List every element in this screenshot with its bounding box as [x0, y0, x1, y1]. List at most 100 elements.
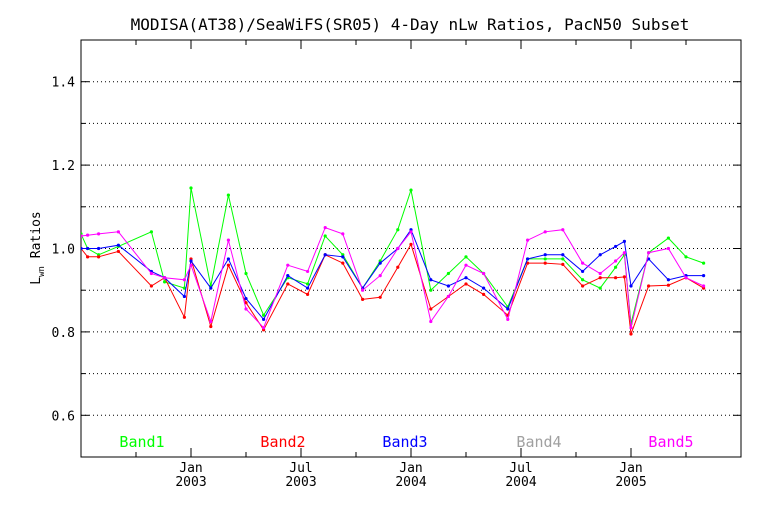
- legend-entry-band2: Band2: [260, 433, 305, 451]
- data-point-band5: [598, 271, 602, 276]
- data-point-band3: [86, 246, 90, 251]
- data-point-band2: [598, 276, 602, 280]
- series-band3: [81, 228, 706, 321]
- data-point-band1: [226, 193, 230, 197]
- data-point-band5: [429, 319, 433, 324]
- data-point-band5: [684, 276, 688, 280]
- data-point-band3: [226, 257, 230, 261]
- data-point-band3: [323, 253, 327, 257]
- data-point-band2: [396, 265, 400, 269]
- data-point-band3: [482, 286, 486, 290]
- data-point-band3: [429, 278, 433, 282]
- data-point-band5: [81, 234, 83, 238]
- data-point-band5: [482, 271, 486, 276]
- data-point-band3: [666, 278, 671, 282]
- x-tick-month-label: Jul: [509, 461, 532, 476]
- data-point-band2: [647, 284, 651, 288]
- data-point-band3: [306, 286, 310, 290]
- y-axis-label: Lwn Ratios: [29, 211, 47, 284]
- data-point-band1: [446, 271, 450, 276]
- data-point-band5: [149, 271, 153, 276]
- x-tick-month-label: Jan: [399, 461, 422, 476]
- data-point-band3: [598, 253, 602, 257]
- data-point-band5: [189, 263, 193, 267]
- data-point-band5: [323, 226, 327, 230]
- data-point-band1: [614, 265, 618, 269]
- plot-frame: [80, 39, 742, 458]
- data-point-band2: [378, 295, 382, 299]
- data-point-band2: [361, 297, 365, 301]
- data-point-band2: [226, 263, 230, 267]
- data-point-band5: [647, 251, 651, 255]
- data-point-band3: [506, 307, 510, 311]
- data-point-band5: [464, 263, 468, 267]
- data-point-band2: [149, 284, 153, 288]
- series-lines: [81, 186, 706, 336]
- data-point-band3: [286, 274, 290, 278]
- data-point-band5: [629, 326, 633, 330]
- data-point-band5: [116, 230, 120, 234]
- data-point-band2: [86, 255, 90, 259]
- data-point-band2: [614, 276, 618, 280]
- legend-entry-band5: Band5: [648, 433, 693, 451]
- data-point-band5: [341, 232, 345, 236]
- data-point-band3: [543, 253, 547, 257]
- data-point-band3: [81, 246, 83, 251]
- data-point-band3: [702, 274, 706, 278]
- data-point-band1: [666, 236, 671, 240]
- data-point-band3: [341, 255, 345, 259]
- chart-title: MODISA(AT38)/SeaWiFS(SR05) 4-Day nLw Rat…: [131, 15, 690, 34]
- data-point-band1: [429, 288, 433, 292]
- data-point-band5: [182, 278, 186, 282]
- data-point-band1: [464, 255, 468, 259]
- data-point-band5: [506, 317, 510, 321]
- x-tick-year-label: 2004: [505, 475, 536, 490]
- data-point-band1: [149, 230, 153, 234]
- data-point-band5: [622, 251, 627, 255]
- data-point-band5: [86, 233, 90, 237]
- data-point-band3: [262, 317, 266, 321]
- x-tick-year-label: 2005: [615, 475, 646, 490]
- data-point-band2: [581, 284, 585, 288]
- data-point-band5: [396, 246, 400, 251]
- y-tick-label: 0.8: [52, 326, 75, 341]
- data-point-band1: [189, 186, 193, 190]
- data-point-band3: [561, 253, 565, 257]
- data-point-band2: [629, 332, 633, 336]
- data-point-band3: [614, 244, 618, 249]
- data-point-band3: [446, 284, 450, 288]
- legend-entry-band3: Band3: [382, 433, 427, 451]
- data-point-band3: [629, 284, 633, 288]
- data-point-band3: [116, 243, 120, 247]
- legend-entry-band1: Band1: [119, 433, 164, 451]
- data-point-band1: [163, 280, 167, 284]
- data-point-band1: [702, 261, 706, 265]
- ylabel-sub: wn: [37, 266, 47, 277]
- data-point-band5: [226, 238, 230, 242]
- data-point-band1: [581, 278, 585, 282]
- data-point-band2: [543, 261, 547, 265]
- data-point-band1: [396, 228, 400, 232]
- data-point-band5: [163, 276, 167, 280]
- data-point-band3: [464, 276, 468, 280]
- data-point-band5: [446, 294, 450, 299]
- data-point-band2: [464, 282, 468, 286]
- y-tick-label: 1.2: [52, 159, 75, 174]
- data-point-band5: [561, 228, 565, 232]
- data-point-band3: [189, 259, 193, 263]
- data-point-band2: [526, 261, 530, 265]
- data-point-band3: [622, 239, 627, 244]
- axes: 0.60.81.01.21.4Jan2003Jul2003Jan2004Jul2…: [52, 39, 742, 490]
- ylabel-main: L: [29, 277, 44, 285]
- y-tick-label: 1.4: [52, 76, 76, 91]
- data-point-band1: [262, 313, 266, 317]
- data-point-band5: [378, 274, 382, 278]
- svg-text:Lwn Ratios: Lwn Ratios: [29, 211, 47, 284]
- data-point-band1: [598, 286, 602, 290]
- data-point-band2: [482, 292, 486, 296]
- data-point-band2: [561, 262, 565, 266]
- data-point-band2: [97, 255, 101, 259]
- y-tick-label: 0.6: [52, 409, 75, 424]
- data-point-band5: [543, 230, 547, 234]
